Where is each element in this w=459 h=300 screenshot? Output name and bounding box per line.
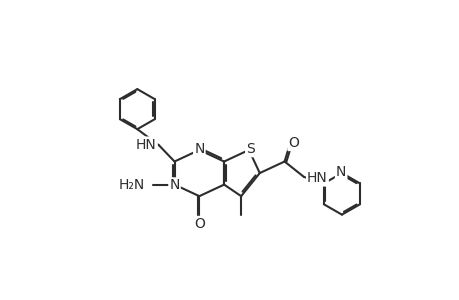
Text: N: N	[169, 178, 179, 192]
Text: O: O	[193, 217, 204, 231]
Text: N: N	[335, 165, 346, 179]
Text: HN: HN	[136, 138, 157, 152]
Text: O: O	[288, 136, 299, 150]
Text: N: N	[194, 142, 204, 156]
Text: H₂N: H₂N	[118, 178, 145, 192]
Text: S: S	[246, 142, 254, 156]
Text: HN: HN	[307, 172, 327, 185]
